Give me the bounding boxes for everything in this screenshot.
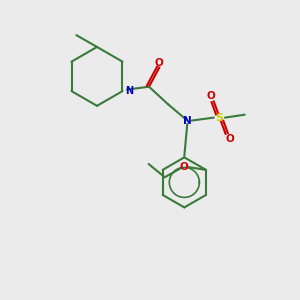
Text: S: S	[216, 112, 224, 123]
Text: N: N	[183, 116, 192, 126]
Text: O: O	[155, 58, 164, 68]
Text: O: O	[226, 134, 234, 144]
Text: N: N	[125, 86, 134, 96]
Text: O: O	[206, 91, 215, 101]
Text: O: O	[179, 162, 188, 172]
